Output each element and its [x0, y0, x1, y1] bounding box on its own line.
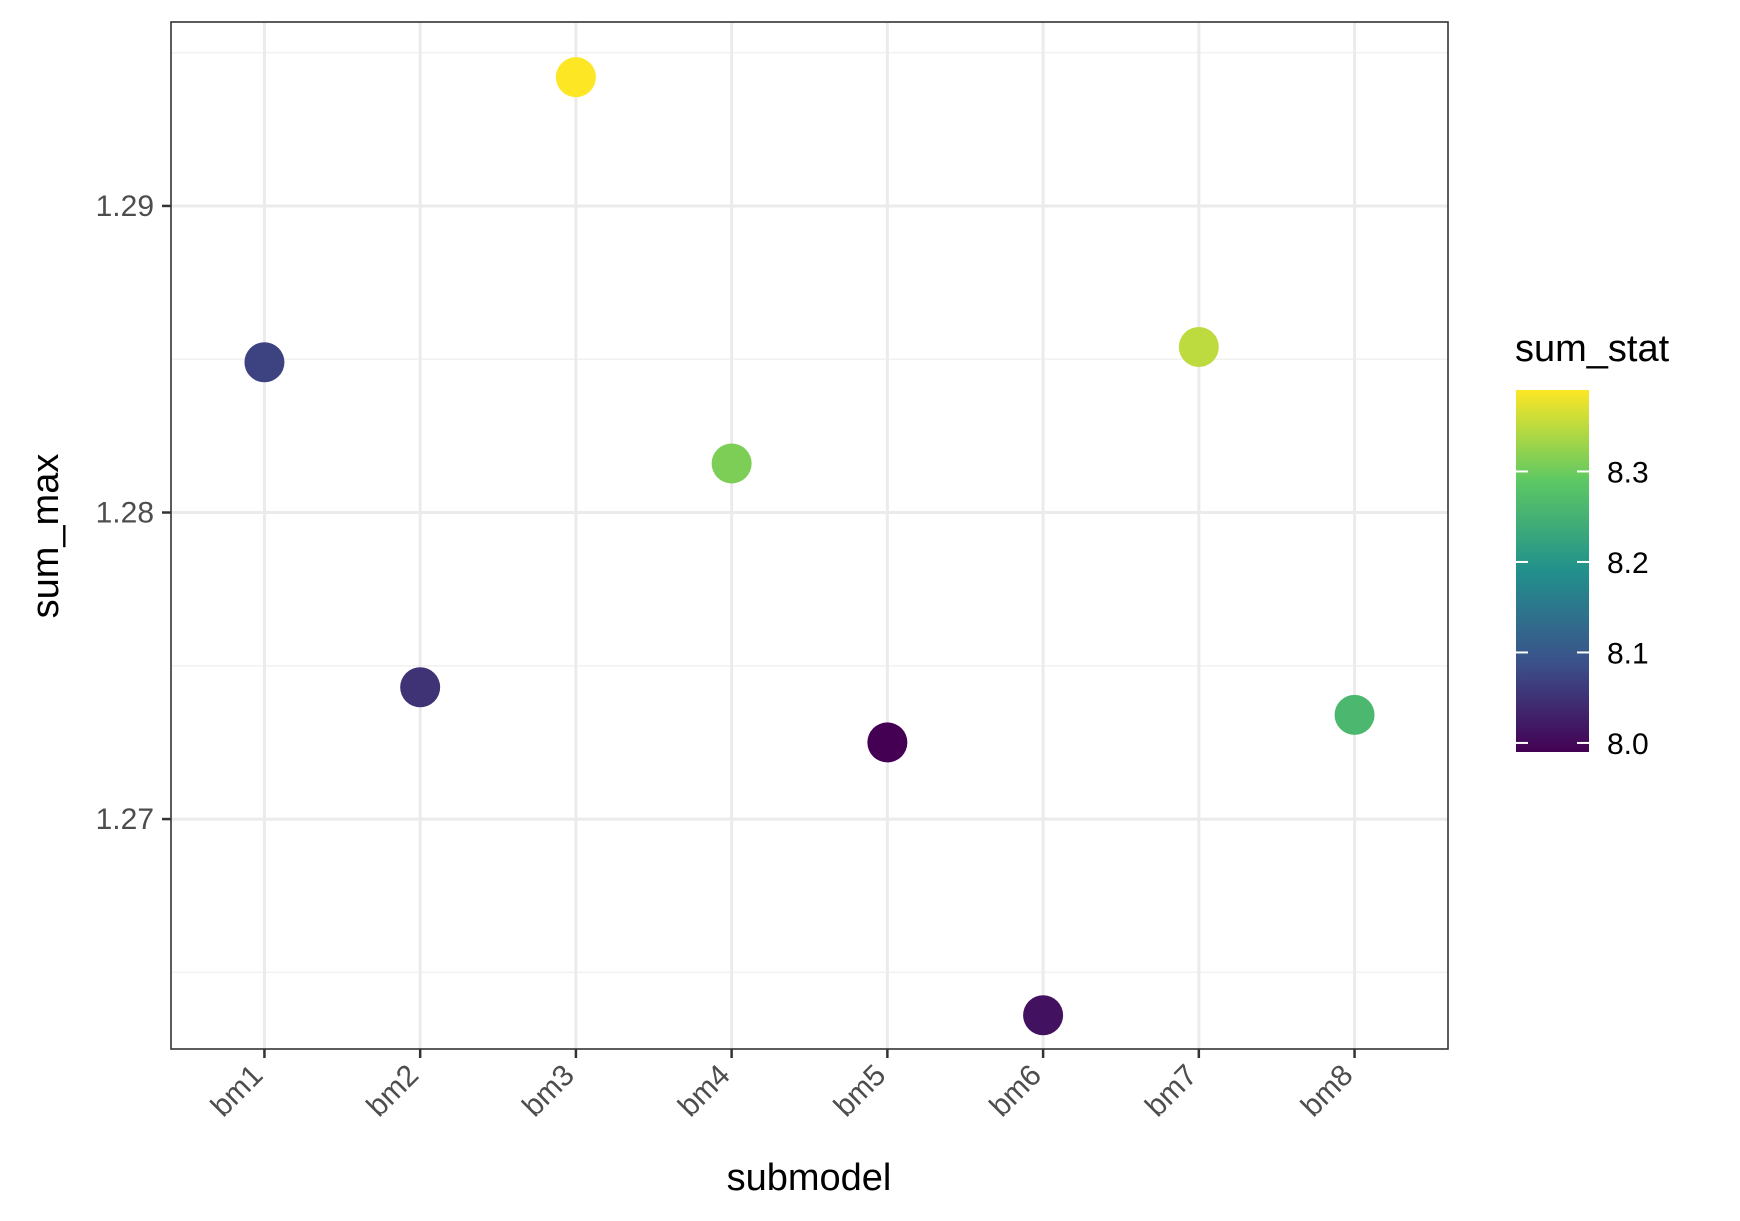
- legend-tick-label: 8.2: [1607, 547, 1649, 580]
- x-tick-label: bm6: [983, 1059, 1048, 1124]
- color-legend: sum_stat 8.0 8.1 8.2 8.3: [1515, 328, 1670, 761]
- x-tick-label: bm1: [205, 1059, 270, 1124]
- data-point-bm6: [1023, 995, 1064, 1036]
- legend-tick-label: 8.0: [1607, 728, 1649, 761]
- grid: [171, 22, 1448, 1049]
- x-tick-label: bm3: [516, 1059, 581, 1124]
- data-point-bm1: [244, 342, 285, 383]
- panel-border: [170, 21, 1449, 1050]
- x-tick-label: bm8: [1295, 1059, 1360, 1124]
- y-tick-label: 1.29: [96, 190, 154, 223]
- y-tick-label: 1.27: [96, 803, 154, 836]
- x-tick-label: bm7: [1139, 1059, 1204, 1124]
- axes: 1.27 1.28 1.29 bm1 bm2 bm3 bm4 bm5 bm6 bm7 bm8: [96, 190, 1360, 1123]
- legend-title: sum_stat: [1515, 328, 1670, 370]
- y-axis-title: sum_max: [25, 454, 67, 619]
- legend-tick-label: 8.1: [1607, 637, 1649, 670]
- data-point-bm7: [1178, 326, 1219, 367]
- data-point-bm2: [400, 667, 441, 708]
- data-points: [244, 57, 1375, 1036]
- legend-ticks: 8.0 8.1 8.2 8.3: [1516, 456, 1649, 761]
- y-tick-label: 1.28: [96, 497, 154, 530]
- x-tick-label: bm4: [672, 1059, 737, 1124]
- legend-tick-label: 8.3: [1607, 456, 1649, 489]
- x-axis-title: submodel: [727, 1157, 892, 1199]
- data-point-bm4: [711, 443, 752, 484]
- data-point-bm3: [555, 57, 596, 98]
- data-point-bm5: [867, 722, 908, 763]
- x-tick-label: bm5: [828, 1059, 893, 1124]
- x-tick-label: bm2: [361, 1059, 426, 1124]
- legend-colorbar: [1516, 390, 1589, 752]
- data-point-bm8: [1334, 694, 1375, 735]
